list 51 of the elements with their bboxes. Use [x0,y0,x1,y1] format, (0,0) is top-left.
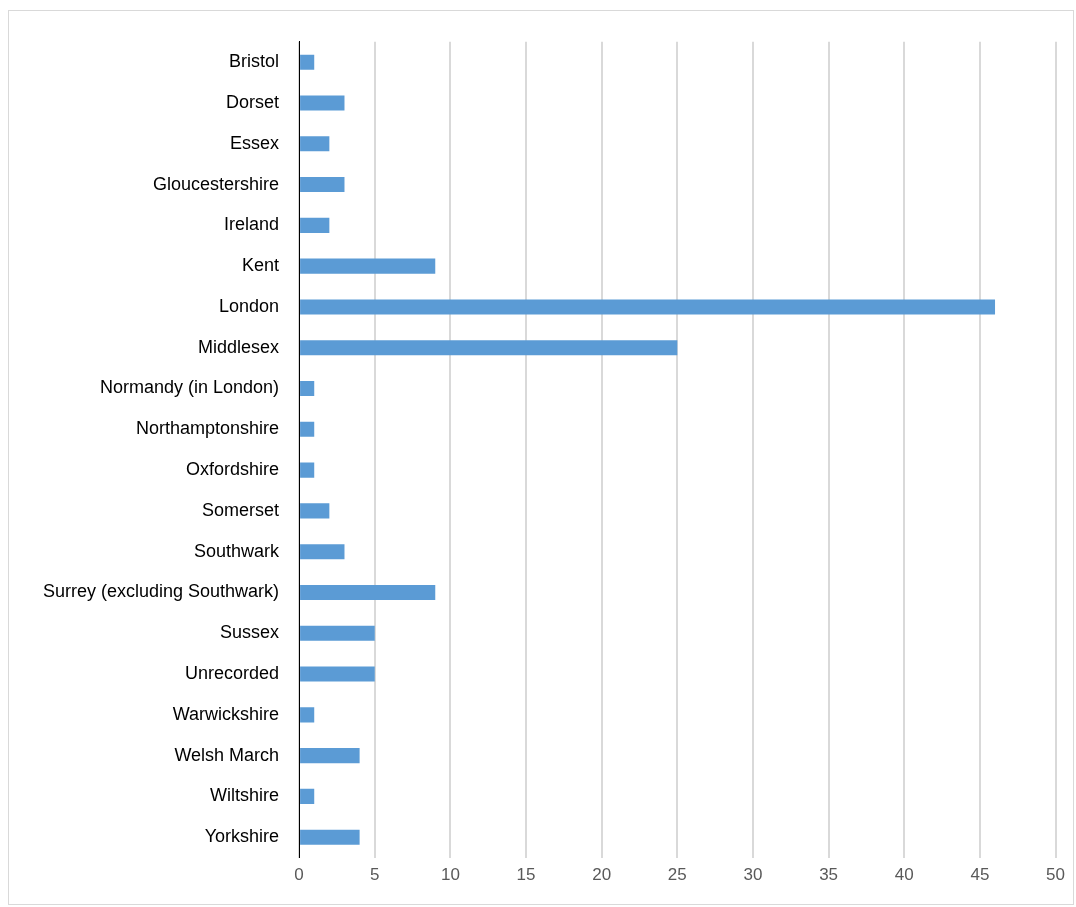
y-tick-label: Bristol [229,51,280,72]
bar [300,503,330,519]
bar [300,177,345,193]
y-tick-label: Wiltshire [210,785,280,806]
y-tick-label: Northamptonshire [136,418,280,439]
bar [300,544,345,560]
y-tick-label: Oxfordshire [186,459,280,480]
y-tick-label: Somerset [202,499,280,520]
y-tick-label: Unrecorded [185,663,280,684]
x-tick-label: 30 [743,865,763,885]
bar [300,380,315,397]
bar [300,421,315,437]
x-tick-label: 10 [440,865,460,885]
y-tick-label: Kent [242,255,280,276]
y-tick-label: Welsh March [174,744,280,765]
bar [300,258,436,274]
bar [300,340,678,356]
bar [300,829,360,845]
bar [300,217,330,233]
y-tick-label: Normandy (in London) [99,377,280,398]
y-tick-label: Gloucestershire [153,173,280,194]
bar [300,625,375,641]
bar [300,462,315,478]
y-tick-label: Surrey (excluding Southwark) [42,581,280,602]
y-tick-label: Ireland [224,214,280,235]
x-tick-label: 25 [667,865,687,885]
bar [300,299,996,315]
bar [300,748,360,764]
bar [300,136,330,152]
y-tick-label: London [219,295,280,316]
y-tick-label: Yorkshire [204,826,280,847]
y-tick-label: Sussex [220,622,280,643]
x-tick-label: 35 [819,865,839,885]
y-tick-label: Warwickshire [172,703,280,724]
bar [300,788,315,804]
y-tick-label: Dorset [226,91,280,112]
y-tick-label: Essex [230,132,280,153]
y-tick-label: Middlesex [198,336,280,357]
x-tick-label: 0 [294,865,304,885]
x-tick-label: 50 [1046,865,1066,885]
x-tick-label: 45 [970,865,990,885]
bar [300,584,436,601]
bar [300,707,315,723]
bar [300,54,315,70]
x-tick-label: 5 [370,865,380,885]
x-tick-label: 20 [592,865,612,885]
x-tick-label: 40 [894,865,914,885]
x-tick-label: 15 [516,865,536,885]
bar [300,666,375,682]
y-tick-label: Southwark [194,540,281,561]
bar [300,95,345,111]
